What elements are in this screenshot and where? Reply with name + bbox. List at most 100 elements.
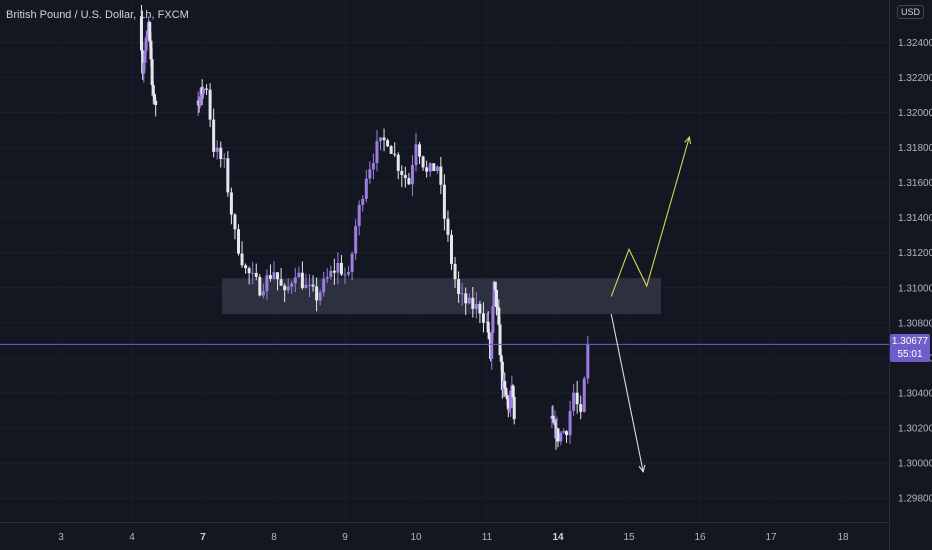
candle-body xyxy=(490,333,494,359)
price-tick-label: 1.31400 xyxy=(898,213,932,224)
symbol-title[interactable]: British Pound / U.S. Dollar, 1h, FXCM xyxy=(6,9,189,21)
candle-body xyxy=(265,275,269,292)
candle-body xyxy=(286,286,290,291)
candle-body xyxy=(572,392,576,411)
candle-body xyxy=(494,289,498,307)
candle-body xyxy=(279,279,283,286)
candle-body xyxy=(432,163,436,172)
price-tick-label: 1.30000 xyxy=(898,458,932,469)
candle-body xyxy=(551,415,555,418)
candle-body xyxy=(318,292,322,301)
time-tick-label: 14 xyxy=(552,532,564,543)
candle-body xyxy=(407,178,411,185)
candle-body xyxy=(496,306,500,308)
candle-body xyxy=(396,154,400,171)
candle-body xyxy=(361,198,365,205)
candle-body xyxy=(283,285,287,291)
candle-body xyxy=(428,163,432,172)
candle-body xyxy=(565,431,569,436)
candle-body xyxy=(251,272,255,274)
candle-body xyxy=(497,307,501,325)
candle-body xyxy=(202,88,206,94)
candle-body xyxy=(268,275,272,279)
candle-body xyxy=(141,50,145,74)
candle-body xyxy=(500,361,504,390)
candle-body xyxy=(198,96,202,106)
time-tick-label: 11 xyxy=(482,532,493,543)
candles xyxy=(139,4,590,450)
candle-body xyxy=(393,153,397,155)
candle-body xyxy=(486,321,490,333)
candle-body xyxy=(481,313,485,323)
candle-body xyxy=(152,94,156,101)
candle-body xyxy=(386,140,390,147)
candle-body xyxy=(219,147,223,160)
candle-body xyxy=(506,399,510,410)
price-tick-label: 1.30800 xyxy=(898,318,932,329)
candle-body xyxy=(450,234,453,264)
candle-body xyxy=(222,158,226,160)
bullish-projection-line[interactable] xyxy=(610,136,690,297)
candle-body xyxy=(474,303,478,309)
last-price-value: 1.30677 xyxy=(891,336,929,347)
candle-body xyxy=(354,226,358,254)
time-axis-labels[interactable]: 3 4 7 8 9 10 11 14 15 16 17 18 xyxy=(58,532,849,543)
time-tick-label: 10 xyxy=(410,532,422,543)
candle-body xyxy=(511,385,515,397)
candle-body xyxy=(311,284,315,287)
candle-body xyxy=(421,156,425,168)
candle-body xyxy=(226,158,230,193)
price-tick-label: 1.31200 xyxy=(898,248,932,259)
candle-body xyxy=(151,85,155,95)
candle-body xyxy=(492,281,496,307)
candle-body xyxy=(453,263,457,280)
time-tick-label: 3 xyxy=(58,532,64,543)
candle-body xyxy=(414,144,418,166)
candle-body xyxy=(552,417,556,424)
candle-body xyxy=(142,62,146,74)
arrowhead xyxy=(638,464,646,473)
time-tick-label: 18 xyxy=(837,532,849,543)
candle-body xyxy=(499,355,503,362)
candle-body xyxy=(575,392,579,405)
candle-body xyxy=(368,169,372,179)
candle-body xyxy=(512,396,516,420)
candle-body xyxy=(403,175,407,179)
candle-body xyxy=(332,270,336,273)
candle-body xyxy=(357,204,361,227)
candle-body xyxy=(297,272,301,278)
candle-body xyxy=(491,306,495,334)
candle-body xyxy=(379,137,382,142)
time-tick-label: 17 xyxy=(765,532,777,543)
candle-body xyxy=(435,166,439,172)
candle-body xyxy=(350,253,354,272)
price-axis-labels[interactable]: 1.32400 1.32200 1.32000 1.31800 1.31600 1.314… xyxy=(898,38,932,504)
candle-body xyxy=(148,22,152,41)
price-tick-label: 1.31000 xyxy=(898,283,932,294)
candle-body xyxy=(258,276,262,296)
candle-body xyxy=(215,147,219,152)
currency-badge[interactable]: USD xyxy=(896,5,924,19)
candle-body xyxy=(308,284,311,286)
price-tick-label: 1.30200 xyxy=(898,423,932,434)
bearish-projection-line[interactable] xyxy=(610,313,644,472)
candle-body xyxy=(505,394,509,400)
candle-body xyxy=(503,381,507,388)
candle-body xyxy=(582,378,586,412)
candle-body xyxy=(272,272,276,279)
candle-body xyxy=(205,88,209,90)
candle-body xyxy=(276,272,280,280)
candle-body xyxy=(579,404,583,412)
candle-body xyxy=(229,192,233,215)
candle-body xyxy=(460,293,464,295)
last-price-tag: 1.30677 55:01 xyxy=(890,334,930,362)
candle-body xyxy=(471,297,475,309)
candle-body xyxy=(418,144,422,157)
price-tick-label: 1.29800 xyxy=(898,493,932,504)
price-tick-label: 1.32400 xyxy=(898,38,932,49)
candle-body xyxy=(504,387,508,395)
candle-body xyxy=(144,37,148,51)
candle-body xyxy=(364,178,368,199)
candle-body xyxy=(149,40,153,60)
